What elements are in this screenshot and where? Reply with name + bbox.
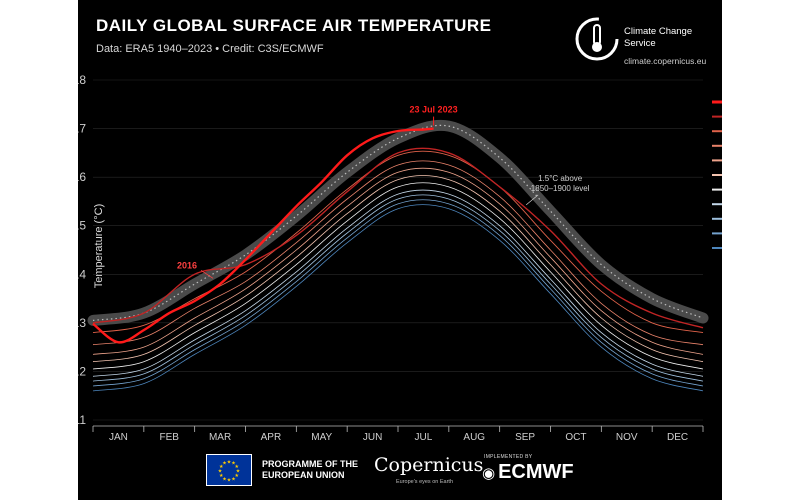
threshold-line (92, 124, 704, 321)
series-line-1950s (92, 199, 704, 387)
y-tick-label: 11 (78, 413, 86, 427)
series-line-2023 (92, 127, 434, 344)
y-tick-label: 13 (78, 316, 86, 330)
y-tick-label: 16 (78, 170, 86, 184)
chart-title: DAILY GLOBAL SURFACE AIR TEMPERATURE (96, 16, 492, 35)
x-tick-label: OCT (565, 432, 586, 443)
series-line-2016 (92, 147, 704, 329)
annotations: 23 Jul 2023 2016 1.5°C above 1850–1900 leve… (177, 105, 590, 279)
ecmwf-logo: ◉ ECMWF (482, 461, 574, 484)
eu-star-icon: ★ (235, 473, 240, 479)
ecmwf-mark-icon: ◉ (482, 465, 496, 482)
x-tick-label: SEP (515, 432, 535, 443)
chart-panel: DAILY GLOBAL SURFACE AIR TEMPERATURE Dat… (78, 0, 722, 500)
x-tick-label: MAR (209, 432, 231, 443)
axes: 11 12 13 14 15 16 17 18 JAN FEB MAR APR MAY JUN JUL AUG… (78, 73, 704, 443)
x-tick-label: JUL (415, 432, 433, 443)
y-tick-label: 14 (78, 267, 86, 281)
threshold-band (87, 119, 709, 326)
grid (93, 79, 703, 421)
thermometer-globe-icon (575, 17, 619, 61)
vertical-credit (702, 399, 708, 400)
x-tick-label: DEC (667, 432, 688, 443)
eu-flag-icon: ★ ★ ★ ★ ★ ★ ★ ★ ★ ★ ★ ★ (206, 454, 252, 486)
eu-star-icon: ★ (222, 461, 227, 467)
eu-star-icon: ★ (236, 469, 241, 475)
climate-change-service-logo: Climate Change Service climate.copernicu… (572, 12, 712, 72)
series-line-1970s (92, 189, 704, 377)
y-tick-label: 18 (78, 73, 86, 87)
eu-star-icon: ★ (227, 478, 232, 484)
x-tick-label: JAN (109, 432, 128, 443)
copernicus-logo: Copernicus (374, 454, 484, 476)
legend: 202320162020s2010s2000s1990s1980s1970s19… (712, 100, 722, 249)
series-line-2000s (92, 167, 704, 355)
series-line-1940s (92, 204, 704, 392)
footer-logos: ★ ★ ★ ★ ★ ★ ★ ★ ★ ★ ★ ★ PROGRAMME OF THE EUROPEAN U… (78, 448, 722, 492)
implemented-by-label: IMPLEMENTED BY (484, 454, 533, 460)
x-tick-label: NOV (616, 432, 638, 443)
annotation-label: 1.5°C above 1850–1900 level (531, 174, 590, 193)
eu-star-icon: ★ (222, 476, 227, 482)
climate-copernicus-url: climate.copernicus.eu (624, 56, 707, 66)
eu-star-icon: ★ (235, 464, 240, 470)
eu-star-icon: ★ (219, 473, 224, 479)
eu-star-icon: ★ (218, 469, 223, 475)
series-line-1980s (92, 182, 704, 370)
annotation-label: 23 Jul 2023 (410, 105, 458, 115)
series-lines (92, 127, 704, 392)
series-line-2020s (92, 150, 704, 334)
series-line-1960s (92, 194, 704, 382)
x-tick-label: AUG (463, 432, 485, 443)
x-tick-label: APR (261, 432, 282, 443)
eu-star-icon: ★ (231, 476, 236, 482)
y-tick-label: 17 (78, 122, 86, 136)
annotation-pointer (525, 194, 539, 206)
chart-subtitle: Data: ERA5 1940–2023 • Credit: C3S/ECMWF (96, 43, 324, 55)
x-tick-label: FEB (160, 432, 180, 443)
y-tick-label: 15 (78, 219, 86, 233)
climate-change-service-name: Climate Change Service (624, 26, 693, 49)
y-tick-label: 12 (78, 364, 86, 378)
annotation-pointer (200, 269, 214, 279)
copernicus-tagline: Europe's eyes on Earth (396, 479, 454, 485)
series-line-2010s (92, 160, 704, 346)
annotation-label: 2016 (177, 260, 197, 270)
temperature-chart: 11 12 13 14 15 16 17 18 JAN FEB MAR APR MAY JUN JUL AUG… (78, 73, 722, 443)
x-tick-label: JUN (363, 432, 382, 443)
eu-star-icon: ★ (227, 460, 232, 466)
eu-programme-text: PROGRAMME OF THE EUROPEAN UNION (262, 459, 358, 480)
ecmwf-text: ECMWF (498, 461, 574, 483)
eu-star-icon: ★ (231, 461, 236, 467)
x-tick-label: MAY (311, 432, 332, 443)
eu-star-icon: ★ (219, 464, 224, 470)
series-line-1990s (92, 175, 704, 363)
